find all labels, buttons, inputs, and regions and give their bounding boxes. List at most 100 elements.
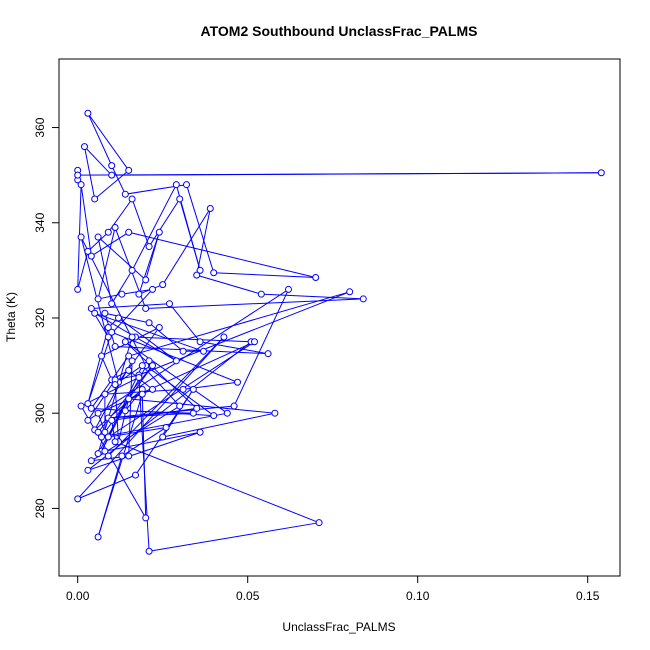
- series-line-segment: [111, 165, 126, 195]
- series-line-segment: [138, 232, 160, 295]
- data-point: [145, 357, 153, 365]
- data-point: [108, 162, 116, 170]
- data-point: [74, 285, 82, 293]
- series-line-segment: [186, 184, 215, 273]
- series-line-segment: [124, 341, 198, 409]
- data-point: [81, 143, 88, 151]
- data-point: [149, 385, 156, 393]
- data-point: [193, 271, 201, 279]
- data-point: [111, 438, 119, 446]
- data-point: [159, 433, 167, 441]
- data-point: [196, 428, 204, 436]
- y-tick-label: 360: [33, 117, 47, 137]
- data-point: [94, 295, 102, 303]
- data-point: [315, 519, 323, 527]
- chart-title: ATOM2 Southbound UnclassFrac_PALMS: [201, 23, 478, 39]
- data-point: [132, 471, 139, 479]
- data-point: [77, 402, 85, 410]
- x-tick-label: 0.00: [66, 589, 90, 603]
- data-point: [135, 290, 143, 298]
- y-tick-label: 320: [33, 308, 47, 328]
- data-point: [94, 450, 102, 458]
- data-point: [84, 400, 92, 408]
- data-point: [77, 181, 85, 189]
- series-line-segment: [128, 291, 350, 357]
- data-point: [108, 328, 116, 336]
- data-point: [176, 195, 184, 203]
- data-point: [138, 390, 146, 398]
- series-line-segment: [135, 336, 177, 362]
- data-point: [125, 352, 133, 360]
- data-point: [264, 350, 272, 358]
- data-point: [84, 247, 92, 255]
- data-point: [179, 385, 187, 393]
- data-point: [104, 333, 112, 341]
- data-point: [128, 333, 136, 341]
- data-point: [166, 300, 173, 308]
- series-line-segment: [94, 170, 130, 200]
- data-point: [101, 428, 109, 436]
- series-line-segment: [128, 360, 133, 457]
- series-line-segment: [97, 393, 143, 538]
- series-line-segment: [104, 312, 150, 324]
- data-point: [125, 395, 133, 403]
- data-point: [104, 228, 112, 236]
- data-point: [87, 457, 95, 465]
- x-axis: 0.00 0.05 0.10 0.15: [66, 575, 600, 603]
- data-point: [172, 181, 180, 189]
- y-axis-label: Theta (K): [4, 292, 18, 342]
- data-point: [101, 390, 109, 398]
- data-point: [101, 447, 109, 455]
- data-point: [108, 171, 116, 179]
- series-line-segment: [131, 184, 177, 271]
- series-line-segment: [131, 198, 150, 247]
- data-point: [149, 362, 156, 370]
- data-point: [111, 381, 119, 389]
- series-line-segment: [169, 303, 201, 343]
- data-point: [155, 228, 163, 236]
- series-line-segment: [87, 327, 109, 404]
- data-point: [271, 409, 279, 417]
- data-point: [128, 266, 136, 274]
- x-tick-label: 0.10: [406, 589, 430, 603]
- data-point: [210, 269, 218, 277]
- data-point: [220, 333, 228, 341]
- data-point: [138, 362, 146, 370]
- data-point: [179, 347, 187, 355]
- data-point: [94, 533, 102, 541]
- series-line-segment: [261, 293, 364, 300]
- data-point: [142, 514, 150, 522]
- data-point: [176, 402, 184, 410]
- data-point: [189, 385, 197, 393]
- data-point: [87, 252, 95, 260]
- data-point: [91, 309, 99, 317]
- series-line-segment: [111, 172, 602, 176]
- data-point: [98, 433, 105, 441]
- y-axis: 280 300 320 340 360: [33, 117, 60, 518]
- series-line-segment: [84, 146, 113, 176]
- series-line-segment: [233, 289, 289, 407]
- data-point: [128, 195, 136, 203]
- data-point: [121, 407, 129, 415]
- series-line-segment: [196, 208, 211, 276]
- data-point: [87, 304, 95, 312]
- data-point: [121, 338, 129, 346]
- data-point: [111, 343, 119, 351]
- data-point: [223, 409, 231, 417]
- series-line-segment: [104, 431, 201, 452]
- data-point: [155, 323, 163, 331]
- data-point: [118, 452, 126, 460]
- data-point: [196, 266, 204, 274]
- data-point: [257, 290, 265, 298]
- series-line-segment: [107, 289, 153, 338]
- data-point: [200, 347, 207, 355]
- plot-frame: [58, 58, 621, 577]
- series-line-segment: [101, 355, 113, 381]
- data-point: [111, 224, 119, 232]
- series-line-segment: [87, 112, 130, 171]
- series-line-segment: [87, 379, 116, 421]
- series-line-segment: [80, 236, 119, 383]
- data-point: [118, 290, 126, 298]
- data-point: [172, 357, 180, 365]
- series-line-segment: [138, 377, 150, 552]
